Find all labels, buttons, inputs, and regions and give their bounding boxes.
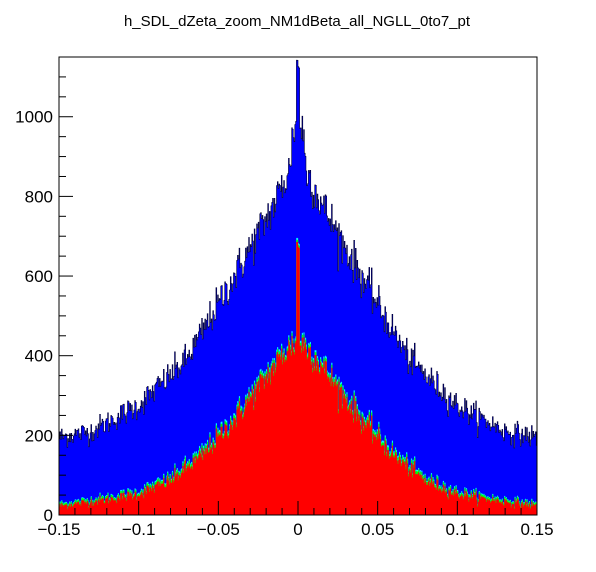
x-tick-label-6: 0.15 [520, 520, 553, 539]
histogram-series-layer [58, 59, 538, 516]
y-tick-label-0: 0 [44, 506, 53, 525]
x-tick-label-3: 0 [293, 520, 302, 539]
chart-title: h_SDL_dZeta_zoom_NM1dBeta_all_NGLL_0to7_… [124, 13, 471, 30]
y-tick-label-3: 600 [25, 267, 53, 286]
histogram-series-3 [58, 241, 538, 516]
x-tick-label-2: −0.05 [197, 520, 240, 539]
y-tick-label-2: 400 [25, 347, 53, 366]
y-tick-label-1: 200 [25, 426, 53, 445]
x-tick-label-4: 0.05 [361, 520, 394, 539]
x-tick-label-1: −0.1 [122, 520, 156, 539]
y-tick-label-5: 1000 [15, 108, 53, 127]
histogram-bars-3 [58, 241, 538, 516]
tick-marks [58, 56, 538, 516]
y-tick-label-4: 800 [25, 187, 53, 206]
x-tick-label-5: 0.1 [446, 520, 470, 539]
x-tick-label-0: −0.15 [37, 520, 80, 539]
tick-labels: 0 200 400 600 800 1000 −0.15 −0.1 −0.05 0 0.05 0.1 0… [15, 108, 553, 539]
